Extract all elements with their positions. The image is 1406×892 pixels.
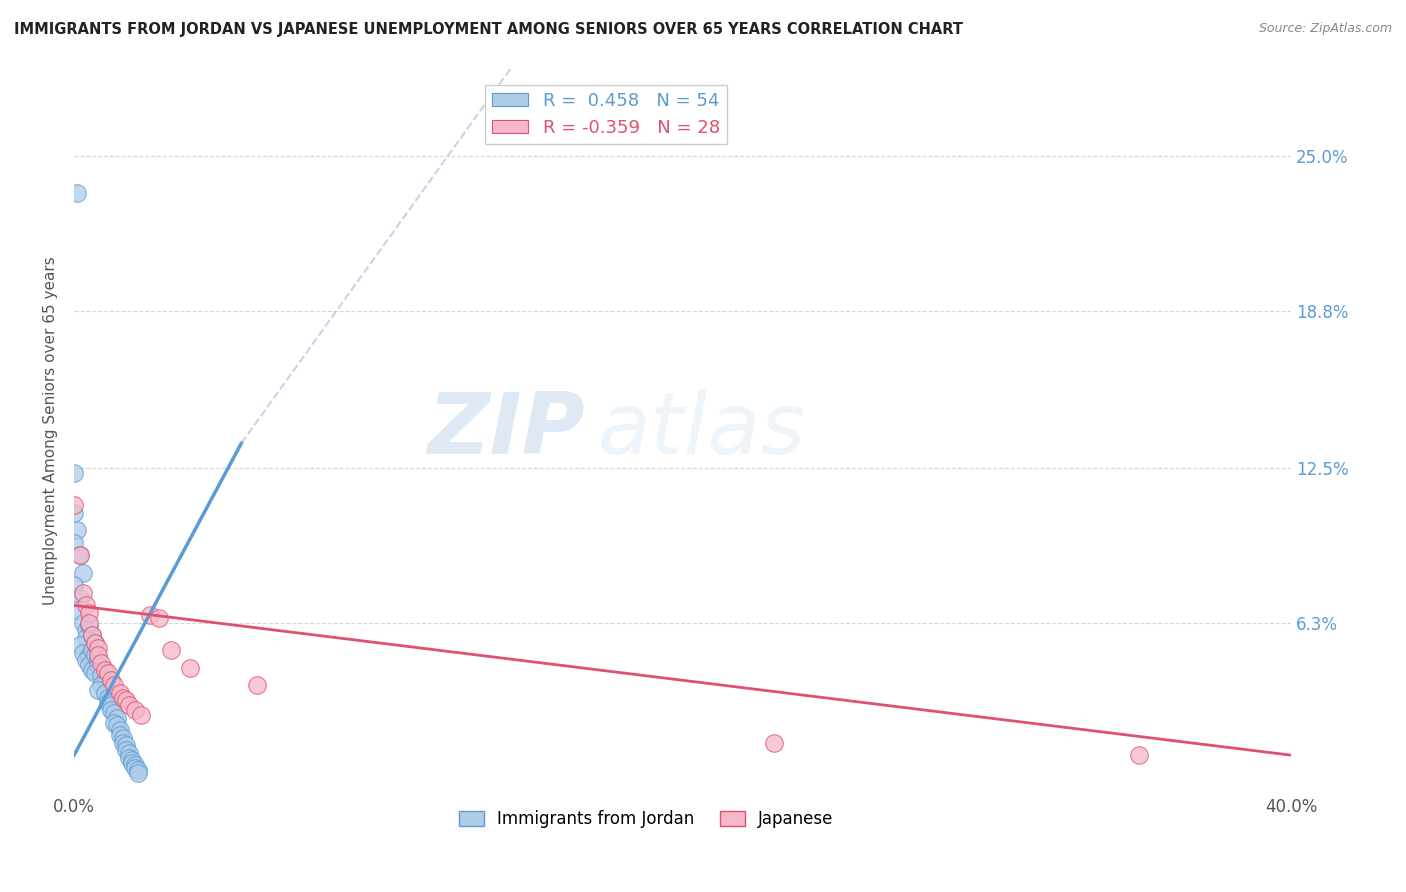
Point bbox=[90, 668, 112, 682]
Point bbox=[87, 683, 110, 698]
Point bbox=[87, 653, 110, 667]
Point bbox=[124, 761, 146, 775]
Point bbox=[63, 499, 86, 513]
Point bbox=[103, 678, 125, 692]
Point bbox=[108, 728, 131, 742]
Point bbox=[111, 690, 134, 705]
Point bbox=[63, 578, 86, 592]
Point bbox=[1128, 748, 1150, 763]
Point bbox=[84, 648, 107, 663]
Point bbox=[93, 663, 115, 677]
Point bbox=[82, 628, 104, 642]
Point bbox=[118, 750, 141, 764]
Point bbox=[100, 673, 122, 688]
Point bbox=[75, 624, 97, 638]
Point bbox=[87, 658, 110, 673]
Text: ZIP: ZIP bbox=[427, 389, 585, 472]
Point bbox=[72, 646, 94, 660]
Point bbox=[124, 758, 146, 772]
Point bbox=[82, 643, 104, 657]
Text: IMMIGRANTS FROM JORDAN VS JAPANESE UNEMPLOYMENT AMONG SENIORS OVER 65 YEARS CORR: IMMIGRANTS FROM JORDAN VS JAPANESE UNEMP… bbox=[14, 22, 963, 37]
Point bbox=[66, 603, 89, 617]
Legend: Immigrants from Jordan, Japanese: Immigrants from Jordan, Japanese bbox=[453, 804, 839, 835]
Point bbox=[69, 549, 91, 563]
Point bbox=[84, 636, 107, 650]
Point bbox=[111, 731, 134, 745]
Point bbox=[108, 723, 131, 738]
Point bbox=[72, 566, 94, 580]
Point bbox=[763, 736, 786, 750]
Point bbox=[63, 536, 86, 550]
Point bbox=[82, 628, 104, 642]
Point bbox=[103, 706, 125, 720]
Point bbox=[87, 640, 110, 655]
Point bbox=[84, 636, 107, 650]
Text: atlas: atlas bbox=[598, 389, 806, 472]
Point bbox=[75, 599, 97, 613]
Point bbox=[97, 665, 120, 680]
Point bbox=[93, 686, 115, 700]
Point bbox=[66, 524, 89, 538]
Point bbox=[69, 591, 91, 605]
Point bbox=[114, 693, 136, 707]
Point bbox=[108, 686, 131, 700]
Point bbox=[129, 708, 152, 723]
Point bbox=[75, 631, 97, 645]
Point bbox=[105, 711, 128, 725]
Point bbox=[75, 653, 97, 667]
Point bbox=[105, 718, 128, 732]
Point bbox=[72, 586, 94, 600]
Point bbox=[82, 663, 104, 677]
Point bbox=[97, 690, 120, 705]
Point bbox=[63, 466, 86, 480]
Point bbox=[93, 673, 115, 688]
Point bbox=[63, 506, 86, 520]
Point bbox=[246, 678, 269, 692]
Point bbox=[111, 736, 134, 750]
Point bbox=[100, 698, 122, 713]
Point bbox=[160, 643, 183, 657]
Point bbox=[114, 738, 136, 752]
Point bbox=[79, 606, 101, 620]
Point bbox=[84, 665, 107, 680]
Point bbox=[118, 698, 141, 713]
Point bbox=[139, 608, 162, 623]
Point bbox=[79, 618, 101, 632]
Point bbox=[79, 648, 101, 663]
Point bbox=[121, 753, 143, 767]
Point bbox=[148, 611, 170, 625]
Point bbox=[79, 658, 101, 673]
Point bbox=[124, 703, 146, 717]
Point bbox=[121, 756, 143, 770]
Point bbox=[127, 763, 149, 777]
Point bbox=[118, 746, 141, 760]
Point bbox=[100, 703, 122, 717]
Point bbox=[69, 549, 91, 563]
Point bbox=[90, 656, 112, 670]
Point bbox=[66, 186, 89, 201]
Point bbox=[87, 648, 110, 663]
Point bbox=[114, 743, 136, 757]
Point bbox=[90, 678, 112, 692]
Point bbox=[97, 696, 120, 710]
Point bbox=[103, 715, 125, 730]
Point bbox=[179, 661, 201, 675]
Y-axis label: Unemployment Among Seniors over 65 years: Unemployment Among Seniors over 65 years bbox=[44, 256, 58, 605]
Point bbox=[79, 615, 101, 630]
Point bbox=[127, 765, 149, 780]
Point bbox=[69, 638, 91, 652]
Point bbox=[72, 615, 94, 630]
Text: Source: ZipAtlas.com: Source: ZipAtlas.com bbox=[1258, 22, 1392, 36]
